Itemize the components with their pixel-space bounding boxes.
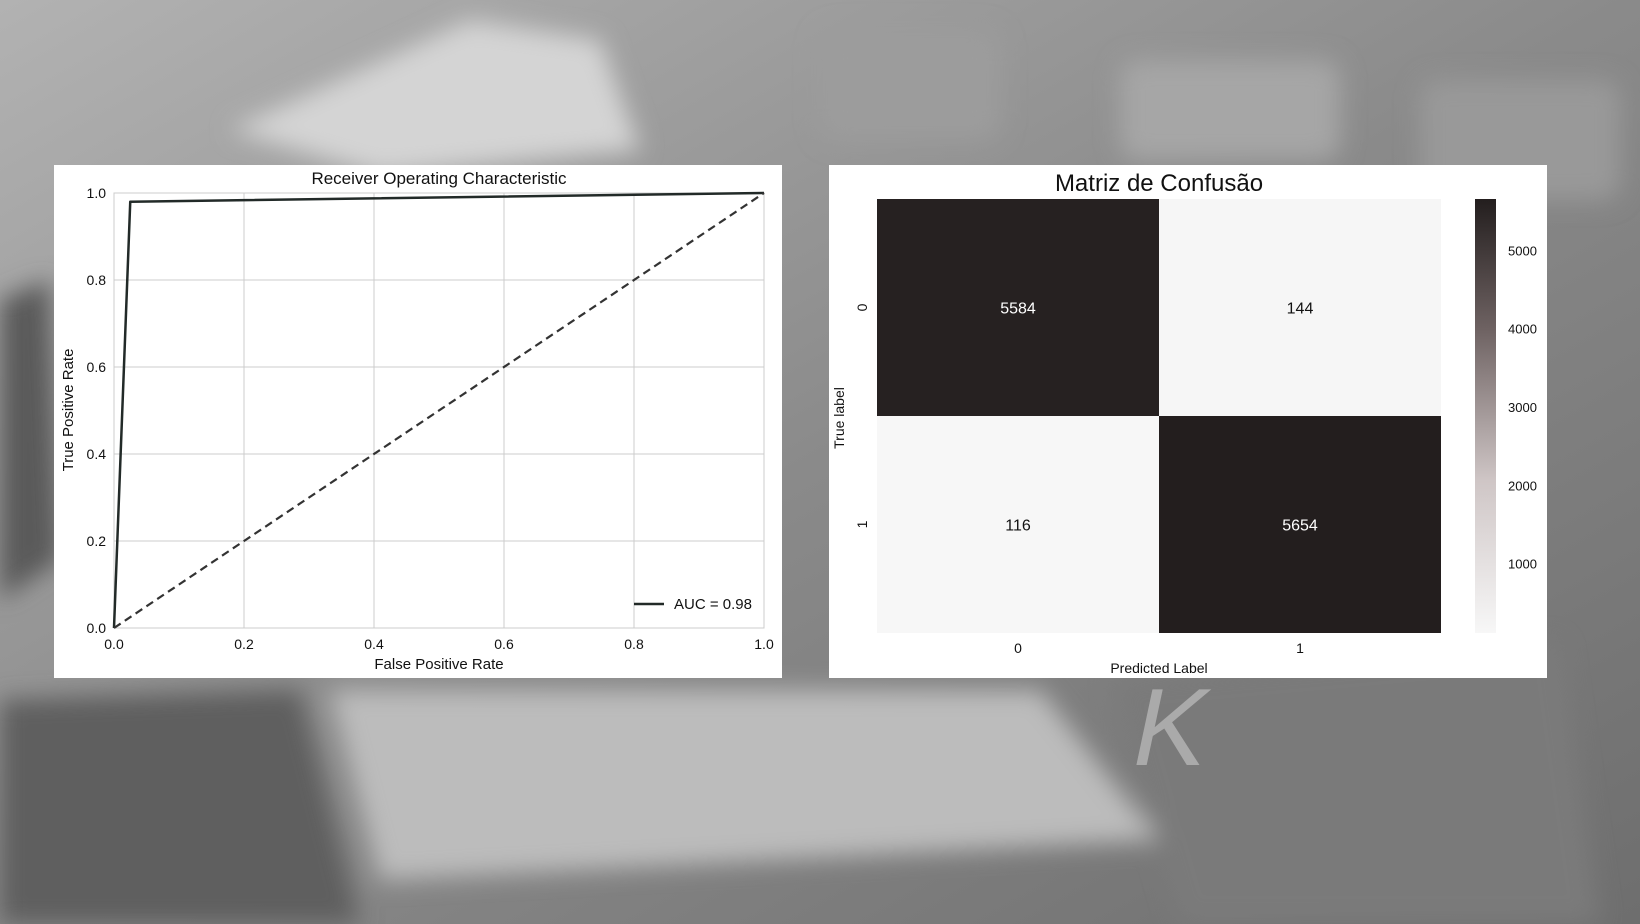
- cm-cell: [1159, 416, 1441, 633]
- roc-chance-diagonal-line: [113, 192, 765, 629]
- cm-colorbar-ticks: 1000 2000 3000 4000 5000: [1508, 243, 1537, 571]
- roc-x-tick-label: 1.0: [754, 636, 774, 652]
- roc-plot-frame: [113, 192, 765, 629]
- cm-colorbar: [1475, 199, 1496, 633]
- cm-cell-value: 116: [1005, 518, 1031, 535]
- roc-legend: AUC = 0.98: [634, 596, 752, 613]
- roc-y-tick-label: 0.4: [87, 446, 107, 462]
- roc-y-tick-label: 0.8: [87, 272, 107, 288]
- roc-x-tick-label: 0.4: [364, 636, 384, 652]
- cm-colorbar-tick-label: 1000: [1508, 557, 1537, 572]
- roc-curve-line: [112, 191, 765, 629]
- roc-y-axis-label: True Positive Rate: [60, 349, 77, 472]
- cm-y-ticks: 01: [854, 303, 870, 528]
- roc-x-axis-label: False Positive Rate: [374, 656, 503, 673]
- roc-x-tick-label: 0.2: [234, 636, 254, 652]
- cm-cells: 5584 144 116 5654: [877, 199, 1441, 633]
- cm-cell-value: 5584: [1000, 301, 1036, 318]
- roc-x-tick-label: 0.6: [494, 636, 514, 652]
- cm-cell: [877, 199, 1159, 416]
- cm-x-tick-label: 1: [1296, 640, 1304, 656]
- roc-y-tick-label: 0.2: [87, 533, 107, 549]
- roc-y-tick-label: 0.0: [87, 620, 107, 636]
- cm-cell: [877, 416, 1159, 633]
- cm-colorbar-tick-label: 4000: [1508, 322, 1537, 337]
- cm-colorbar-tick-label: 5000: [1508, 243, 1537, 258]
- roc-chart-panel: 0.0 0.2 0.4 0.6 0.8 1.0 0.0 0.2 0.4 0.6 0.8 1.0 Re…: [54, 165, 782, 678]
- roc-x-tick-label: 0.0: [104, 636, 124, 652]
- cm-cell-value: 144: [1287, 301, 1314, 318]
- roc-x-tick-label: 0.8: [624, 636, 644, 652]
- cm-colorbar-tick-label: 3000: [1508, 400, 1537, 415]
- roc-y-tick-label: 0.6: [87, 359, 107, 375]
- cm-x-axis-label: Predicted Label: [1110, 660, 1207, 676]
- roc-y-ticks: 0.0 0.2 0.4 0.6 0.8 1.0: [87, 185, 107, 636]
- roc-legend-label: AUC = 0.98: [674, 596, 752, 613]
- cm-colorbar-tick-label: 2000: [1508, 478, 1537, 493]
- roc-series-group: [112, 191, 765, 629]
- roc-chart: 0.0 0.2 0.4 0.6 0.8 1.0 0.0 0.2 0.4 0.6 0.8 1.0 Re…: [60, 169, 774, 673]
- roc-y-tick-label: 1.0: [87, 185, 107, 201]
- cm-y-tick-label: 0: [854, 303, 870, 311]
- cm-cell-value: 5654: [1282, 518, 1318, 535]
- cm-cell: [1159, 199, 1441, 416]
- cm-x-tick-label: 0: [1014, 640, 1022, 656]
- roc-title: Receiver Operating Characteristic: [311, 169, 567, 188]
- cm-y-tick-label: 1: [854, 520, 870, 528]
- roc-x-ticks: 0.0 0.2 0.4 0.6 0.8 1.0: [104, 636, 774, 652]
- cm-y-axis-label: True label: [831, 387, 847, 449]
- cm-title: Matriz de Confusão: [1055, 170, 1263, 197]
